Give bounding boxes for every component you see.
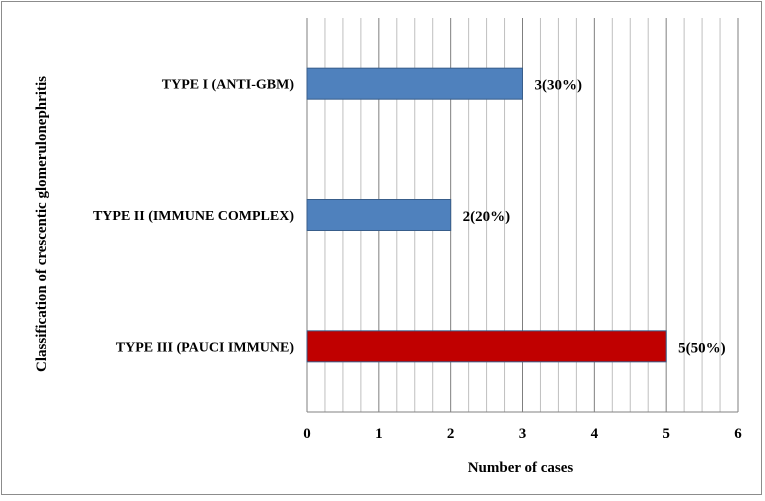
category-label: TYPE I (ANTI-GBM) — [162, 78, 295, 93]
x-tick-label: 2 — [447, 426, 455, 442]
x-tick-label: 5 — [662, 426, 670, 442]
x-tick-label: 6 — [734, 426, 742, 442]
x-tick-label: 3 — [519, 426, 527, 442]
data-label: 2(20%) — [463, 209, 511, 225]
x-tick-label: 0 — [303, 426, 311, 442]
bar — [306, 330, 667, 363]
x-tick-label: 4 — [591, 426, 599, 442]
x-axis-title: Number of cases — [468, 460, 574, 476]
bar — [306, 199, 452, 231]
data-label: 5(50%) — [678, 340, 726, 356]
bars — [306, 67, 667, 363]
y-axis-title: Classification of crescentic glomerulone… — [34, 76, 50, 372]
category-label: TYPE III (PAUCI IMMUNE) — [116, 340, 295, 355]
labels: TYPE I (ANTI-GBM) 3(30%) TYPE II (IMMUNE C… — [93, 78, 742, 442]
bar — [306, 67, 523, 100]
category-label: TYPE II (IMMUNE COMPLEX) — [93, 209, 294, 224]
x-tick-label: 1 — [375, 426, 383, 442]
data-label: 3(30%) — [535, 78, 583, 94]
